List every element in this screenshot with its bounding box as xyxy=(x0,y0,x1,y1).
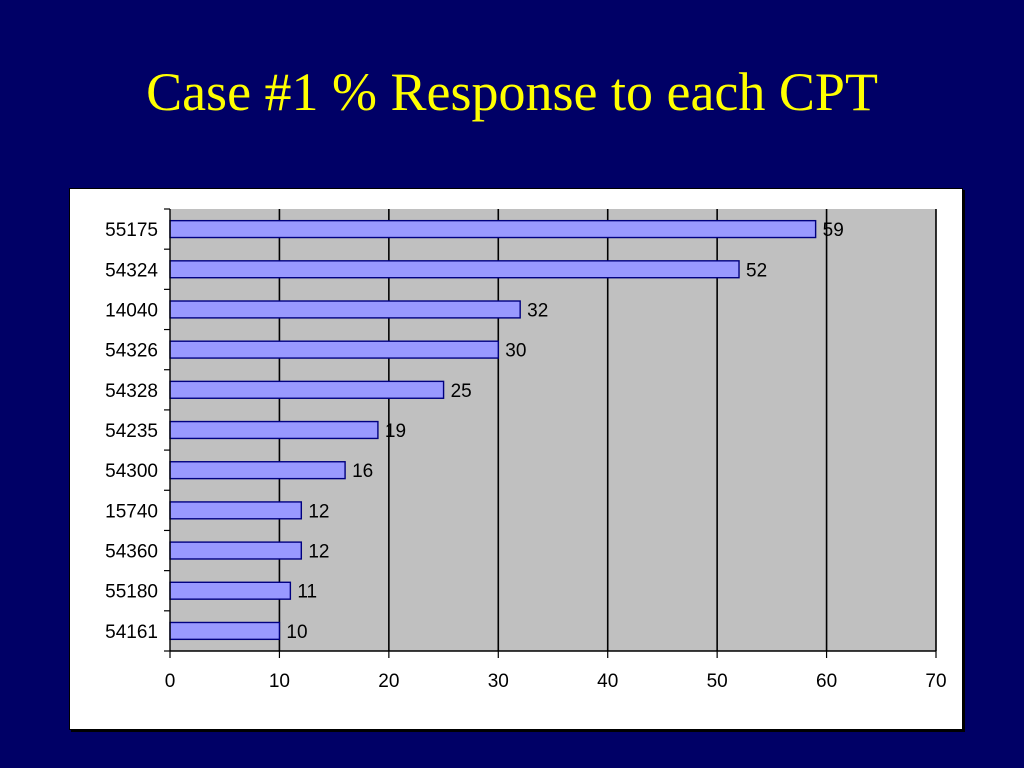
bars xyxy=(169,219,817,641)
category-label: 15740 xyxy=(105,501,158,522)
x-tick-label: 70 xyxy=(925,671,946,692)
bar xyxy=(169,260,740,279)
category-label: 54360 xyxy=(105,542,158,563)
data-label: 16 xyxy=(352,461,373,482)
x-tick-label: 20 xyxy=(378,671,399,692)
data-label: 25 xyxy=(451,381,472,402)
category-label: 54326 xyxy=(105,341,158,362)
x-tick-label: 50 xyxy=(707,671,728,692)
x-tick-label: 0 xyxy=(165,671,176,692)
x-tick-label: 30 xyxy=(488,671,509,692)
bar xyxy=(169,461,346,480)
bar xyxy=(169,581,292,600)
data-label: 11 xyxy=(297,582,317,603)
category-label: 55175 xyxy=(105,220,158,241)
bar xyxy=(169,420,379,440)
data-label: 12 xyxy=(308,542,329,563)
bar xyxy=(169,300,521,319)
bar xyxy=(169,541,303,560)
x-tick-label: 40 xyxy=(597,671,618,692)
chart-frame: 59 52 32 30 25 19 16 12 12 11 10 0 10 20 30 40 50 60 70 551… xyxy=(69,188,963,730)
category-label: 54161 xyxy=(105,622,158,643)
x-tick-label: 60 xyxy=(816,671,837,692)
bar xyxy=(169,621,281,641)
category-label: 55180 xyxy=(105,582,158,603)
category-label: 54324 xyxy=(105,260,158,281)
bar xyxy=(169,501,303,520)
axes xyxy=(164,208,937,658)
bar xyxy=(169,340,499,359)
category-label: 14040 xyxy=(105,300,158,321)
category-label: 54235 xyxy=(105,421,158,442)
data-label: 12 xyxy=(308,501,329,522)
category-label: 54328 xyxy=(105,381,158,402)
data-label: 32 xyxy=(527,300,548,321)
data-label: 52 xyxy=(746,260,767,281)
data-label: 10 xyxy=(286,622,307,643)
data-label: 30 xyxy=(505,341,526,362)
data-label: 19 xyxy=(385,421,406,442)
bar xyxy=(169,219,817,239)
slide-title: Case #1 % Response to each CPT xyxy=(146,62,878,122)
category-label: 54300 xyxy=(105,461,158,482)
bar xyxy=(169,380,445,399)
x-tick-label: 10 xyxy=(269,671,290,692)
gridlines xyxy=(278,209,937,651)
data-label: 59 xyxy=(823,220,844,241)
